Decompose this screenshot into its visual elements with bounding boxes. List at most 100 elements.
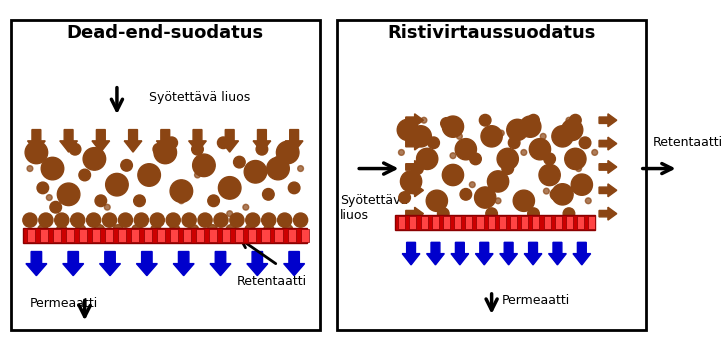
- Circle shape: [576, 166, 582, 172]
- Circle shape: [25, 141, 48, 164]
- Circle shape: [278, 213, 292, 227]
- Circle shape: [246, 213, 260, 227]
- Circle shape: [427, 137, 439, 149]
- FancyArrow shape: [26, 252, 47, 276]
- Circle shape: [37, 182, 49, 194]
- Bar: [521, 216, 529, 229]
- Circle shape: [65, 140, 71, 146]
- Circle shape: [154, 141, 177, 164]
- Circle shape: [417, 148, 438, 169]
- Circle shape: [134, 195, 145, 206]
- FancyArrow shape: [253, 130, 270, 152]
- Bar: [183, 229, 191, 242]
- Circle shape: [487, 171, 509, 192]
- Bar: [566, 216, 573, 229]
- Bar: [488, 216, 494, 229]
- Circle shape: [528, 114, 539, 126]
- Circle shape: [50, 201, 62, 213]
- Text: Retentaatti: Retentaatti: [653, 136, 723, 149]
- Circle shape: [119, 213, 132, 227]
- Circle shape: [479, 114, 491, 126]
- Circle shape: [495, 198, 501, 204]
- Circle shape: [233, 156, 245, 168]
- Bar: [170, 229, 178, 242]
- Text: Dead-end-suodatus: Dead-end-suodatus: [67, 23, 264, 42]
- Circle shape: [178, 198, 184, 204]
- Bar: [544, 216, 550, 229]
- Bar: [105, 229, 113, 242]
- Circle shape: [105, 173, 128, 196]
- Circle shape: [561, 119, 583, 141]
- Circle shape: [411, 188, 417, 194]
- FancyArrow shape: [28, 130, 45, 152]
- FancyArrow shape: [475, 242, 493, 265]
- Circle shape: [47, 195, 52, 201]
- FancyArrow shape: [573, 242, 590, 265]
- FancyArrow shape: [247, 252, 268, 276]
- Circle shape: [297, 166, 303, 172]
- FancyArrow shape: [451, 242, 469, 265]
- Circle shape: [460, 189, 472, 200]
- Circle shape: [227, 211, 233, 217]
- Circle shape: [226, 225, 236, 235]
- Circle shape: [153, 144, 164, 155]
- Circle shape: [214, 213, 228, 227]
- Circle shape: [244, 161, 267, 183]
- FancyArrow shape: [402, 242, 420, 265]
- Circle shape: [502, 163, 513, 174]
- Circle shape: [230, 213, 244, 227]
- Circle shape: [571, 174, 593, 195]
- Text: Permeaatti: Permeaatti: [30, 298, 98, 310]
- Bar: [23, 228, 307, 243]
- FancyArrow shape: [210, 252, 231, 276]
- Circle shape: [426, 190, 448, 211]
- FancyArrow shape: [599, 207, 616, 220]
- Circle shape: [397, 119, 419, 141]
- Circle shape: [457, 133, 462, 139]
- Circle shape: [513, 190, 534, 211]
- Circle shape: [166, 213, 180, 227]
- Circle shape: [552, 184, 573, 205]
- FancyArrow shape: [406, 207, 423, 220]
- FancyArrow shape: [137, 252, 157, 276]
- Bar: [555, 216, 562, 229]
- Circle shape: [71, 213, 85, 227]
- Bar: [588, 216, 595, 229]
- Bar: [532, 216, 539, 229]
- Bar: [443, 216, 450, 229]
- Circle shape: [195, 172, 201, 178]
- Circle shape: [98, 153, 104, 159]
- FancyArrow shape: [63, 252, 84, 276]
- Circle shape: [103, 213, 116, 227]
- Circle shape: [143, 178, 149, 184]
- Circle shape: [264, 225, 274, 235]
- Bar: [79, 229, 87, 242]
- FancyArrow shape: [156, 130, 174, 152]
- FancyArrow shape: [406, 114, 423, 127]
- Circle shape: [87, 213, 101, 227]
- Circle shape: [455, 139, 476, 160]
- Circle shape: [441, 118, 452, 129]
- Circle shape: [243, 204, 249, 210]
- Bar: [66, 229, 74, 242]
- FancyArrow shape: [549, 242, 566, 265]
- Circle shape: [450, 153, 456, 159]
- FancyArrow shape: [285, 130, 303, 152]
- Bar: [300, 229, 309, 242]
- Circle shape: [217, 137, 229, 149]
- Circle shape: [283, 225, 293, 235]
- Circle shape: [550, 189, 562, 200]
- Circle shape: [256, 144, 268, 155]
- FancyArrow shape: [124, 130, 142, 152]
- Circle shape: [481, 126, 502, 147]
- Circle shape: [399, 192, 411, 203]
- Bar: [577, 216, 585, 229]
- Circle shape: [79, 169, 91, 181]
- Circle shape: [540, 133, 546, 139]
- Circle shape: [267, 157, 289, 180]
- FancyArrow shape: [406, 137, 423, 150]
- Circle shape: [218, 177, 241, 199]
- Circle shape: [442, 164, 464, 186]
- Circle shape: [470, 153, 481, 165]
- Bar: [40, 229, 48, 242]
